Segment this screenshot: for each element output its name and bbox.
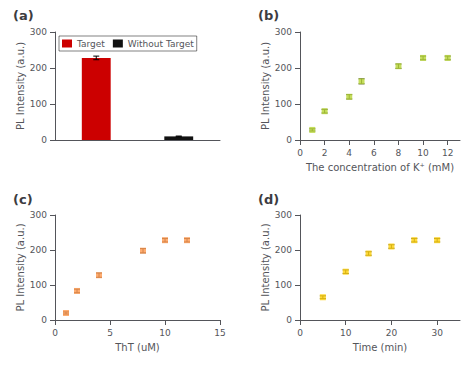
- svg-text:Target: Target: [76, 39, 105, 49]
- svg-text:200: 200: [30, 245, 47, 255]
- svg-text:0: 0: [41, 135, 47, 145]
- svg-text:8: 8: [396, 148, 402, 158]
- svg-text:200: 200: [275, 63, 292, 73]
- svg-text:100: 100: [275, 280, 292, 290]
- svg-text:(d): (d): [258, 192, 279, 207]
- svg-text:200: 200: [275, 245, 292, 255]
- svg-text:Without Target: Without Target: [128, 39, 194, 49]
- svg-text:200: 200: [30, 63, 47, 73]
- svg-text:ThT (uM): ThT (uM): [114, 342, 160, 353]
- svg-text:100: 100: [30, 280, 47, 290]
- svg-text:20: 20: [386, 328, 398, 338]
- svg-text:0: 0: [297, 328, 303, 338]
- svg-text:15: 15: [214, 328, 225, 338]
- svg-text:6: 6: [371, 148, 377, 158]
- svg-text:300: 300: [30, 27, 47, 37]
- svg-text:PL Intensity (a.u.): PL Intensity (a.u.): [15, 42, 26, 130]
- svg-text:(a): (a): [13, 8, 34, 23]
- svg-text:0: 0: [52, 328, 58, 338]
- svg-text:0: 0: [286, 135, 292, 145]
- svg-text:10: 10: [159, 328, 171, 338]
- svg-text:0: 0: [41, 315, 47, 325]
- svg-text:(c): (c): [13, 192, 33, 207]
- svg-text:0: 0: [286, 315, 292, 325]
- svg-text:0: 0: [297, 148, 303, 158]
- svg-text:12: 12: [442, 148, 453, 158]
- svg-text:PL Intensity (a.u.): PL Intensity (a.u.): [260, 223, 271, 311]
- svg-text:4: 4: [346, 148, 352, 158]
- svg-text:100: 100: [275, 99, 292, 109]
- svg-text:PL Intensity (a.u.): PL Intensity (a.u.): [15, 223, 26, 311]
- svg-text:300: 300: [275, 27, 292, 37]
- svg-text:Time (min): Time (min): [352, 342, 407, 353]
- svg-text:(b): (b): [258, 8, 279, 23]
- svg-text:5: 5: [107, 328, 113, 338]
- svg-text:300: 300: [275, 210, 292, 220]
- svg-text:The concentration of K⁺ (mM): The concentration of K⁺ (mM): [305, 162, 454, 173]
- svg-text:2: 2: [322, 148, 328, 158]
- svg-text:30: 30: [431, 328, 443, 338]
- svg-text:10: 10: [417, 148, 429, 158]
- svg-text:PL Intensity (a.u.): PL Intensity (a.u.): [260, 42, 271, 130]
- svg-text:10: 10: [340, 328, 352, 338]
- svg-text:300: 300: [30, 210, 47, 220]
- svg-text:100: 100: [30, 99, 47, 109]
